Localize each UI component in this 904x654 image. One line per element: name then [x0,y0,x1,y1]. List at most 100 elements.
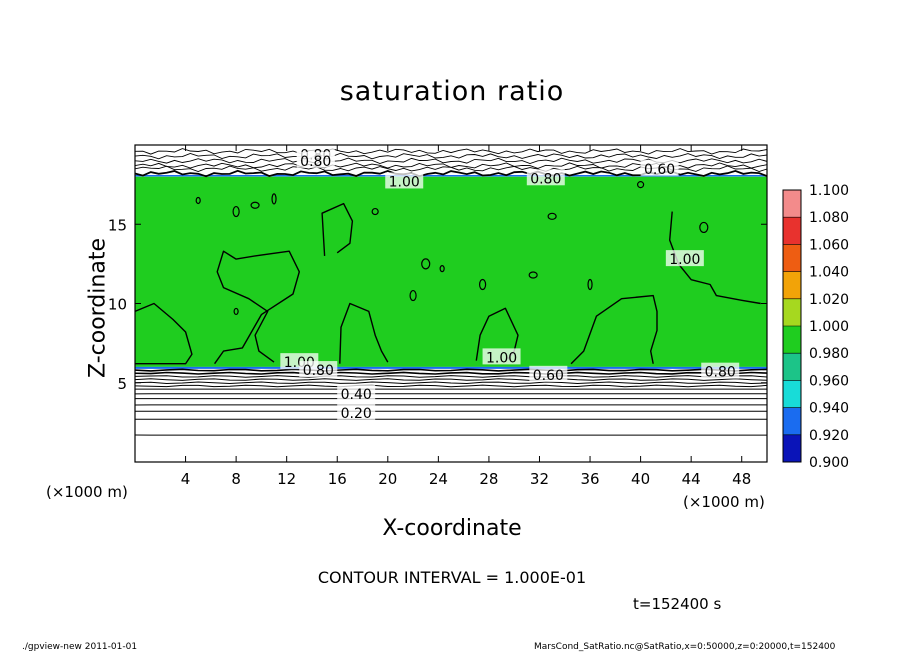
saturation-contour [135,302,193,365]
colorbar-segment [783,407,801,435]
colorbar-label: 1.080 [809,210,849,226]
contour-label: 0.80 [705,365,736,381]
footer-source-label: MarsCond_SatRatio.nc@SatRatio,x=0:50000,… [534,642,836,652]
contour-label: 1.00 [486,350,517,366]
lower-contour-line [135,371,767,375]
x-tick-label: 16 [328,470,347,488]
x-tick-label: 32 [530,470,549,488]
x-tick-label: 40 [631,470,650,488]
contour-label-bg [296,151,335,168]
small-contour [232,205,240,218]
colorbar-label: 1.100 [809,183,849,199]
small-contour [409,289,417,302]
small-contour [195,196,201,205]
lower-contour-line [135,375,767,378]
x-axis-label: X-coordinate [382,516,522,541]
small-contour [547,212,557,220]
small-contour [233,307,239,316]
colorbar-segment [783,217,801,245]
x-tick-label: 36 [580,470,599,488]
x-tick-label: 4 [181,470,191,488]
colorbar-segment [783,380,801,408]
contour-label: 1.00 [669,252,700,268]
contour-label: 0.80 [303,363,334,379]
contour-label: 0.60 [533,368,564,384]
colorbar-segment [783,353,801,381]
x-unit-label-right: (×1000 m) [683,493,765,511]
colorbar-label: 0.980 [809,346,849,362]
contour-label-bg [640,159,679,176]
contour-label-bg [299,361,338,378]
colorbar-label: 1.020 [809,292,849,308]
contour-label-bg [665,250,704,267]
lower-contour-line [135,368,767,372]
colorbar-label: 0.960 [809,373,849,389]
small-contour [421,258,431,270]
contour-label: 0.80 [300,154,331,170]
contour-label-bg [526,169,565,186]
y-tick-label: 15 [108,216,127,234]
contour-label-bg [701,362,740,379]
colorbar-label: 0.920 [809,428,849,444]
colorbar-label: 0.900 [809,455,849,471]
upper-contour-line [135,148,767,155]
chart-title: saturation ratio [339,76,565,107]
colorbar-segment [783,326,801,354]
saturation-contour [669,211,761,305]
colorbar-label: 1.040 [809,265,849,281]
plot-fill-layer [135,174,767,369]
y-tick-label: 5 [117,375,127,393]
saturation-contour [321,202,354,256]
contour-label: 0.80 [530,171,561,187]
saturation-contour [339,302,389,364]
colorbar-segment [783,434,801,462]
small-contour [587,278,593,291]
lower-contour-line [135,381,767,385]
x-tick-label: 28 [479,470,498,488]
colorbar-label: 1.000 [809,319,849,335]
contour-label-bg [337,384,376,401]
lower-contour-line [135,378,767,381]
y-tick-label: 10 [108,296,127,314]
colorbar-segment [783,244,801,272]
small-contour [371,207,379,216]
time-label: t=152400 s [633,595,722,613]
x-tick-label: 12 [277,470,296,488]
colorbar-segment [783,190,801,218]
small-contour [636,181,645,189]
colorbar-segment [783,298,801,326]
colorbar-segment [783,271,801,299]
x-tick-label: 44 [682,470,701,488]
contour-label: 0.60 [644,162,675,178]
contour-label-bg [385,172,424,189]
x-tick-label: 24 [429,470,448,488]
x-unit-label-left: (×1000 m) [46,483,128,501]
x-tick-label: 20 [378,470,397,488]
saturated-layer-fill [135,176,767,367]
small-contour [528,271,538,279]
small-contour [271,193,277,205]
contour-label: 1.00 [389,174,420,190]
upper-contour-line [135,152,767,160]
colorbar-label: 0.940 [809,401,849,417]
contour-label-bg [529,365,568,382]
contour-interval-label: CONTOUR INTERVAL = 1.000E-01 [317,568,587,587]
saturation-contour [214,250,300,365]
contour-lines-layer [135,148,767,436]
colorbar: 1.100 1.080 1.060 1.040 1.020 1.000 0.980 0.960… [782,183,849,471]
small-contour [699,221,709,234]
contour-label: 0.20 [341,406,372,422]
contour-label: 0.40 [341,387,372,403]
footer-program-label: ./gpview-new 2011-01-01 [22,642,138,652]
contour-label-bg [337,403,376,420]
x-tick-label: 8 [231,470,241,488]
small-contour [439,265,445,273]
colorbar-label: 1.060 [809,237,849,253]
small-contour [479,278,487,291]
x-tick-label: 48 [732,470,751,488]
lower-contour-line [135,384,767,388]
small-contour [250,201,260,209]
contour-label-bg [482,348,521,365]
